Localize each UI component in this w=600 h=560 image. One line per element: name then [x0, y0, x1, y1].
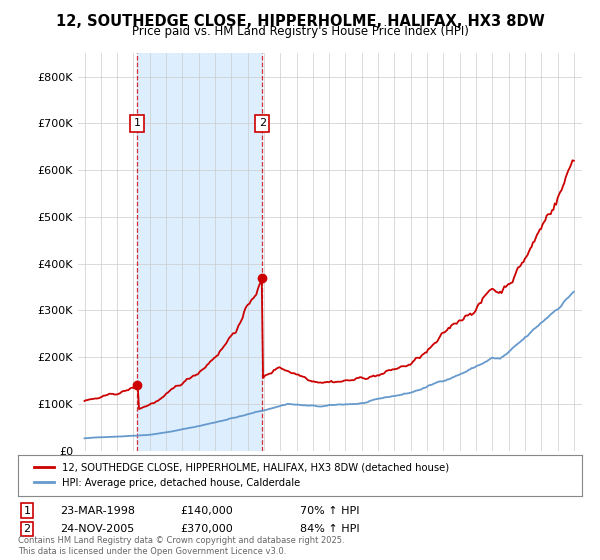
Text: 23-MAR-1998: 23-MAR-1998 [60, 506, 135, 516]
Text: 24-NOV-2005: 24-NOV-2005 [60, 524, 134, 534]
Legend: 12, SOUTHEDGE CLOSE, HIPPERHOLME, HALIFAX, HX3 8DW (detached house), HPI: Averag: 12, SOUTHEDGE CLOSE, HIPPERHOLME, HALIFA… [29, 458, 454, 493]
Text: 84% ↑ HPI: 84% ↑ HPI [300, 524, 359, 534]
Text: 1: 1 [134, 118, 140, 128]
Bar [137, 53, 262, 451]
Text: £370,000: £370,000 [180, 524, 233, 534]
Text: 1: 1 [23, 506, 31, 516]
Text: Contains HM Land Registry data © Crown copyright and database right 2025.
This d: Contains HM Land Registry data © Crown c… [18, 536, 344, 556]
Text: 12, SOUTHEDGE CLOSE, HIPPERHOLME, HALIFAX, HX3 8DW: 12, SOUTHEDGE CLOSE, HIPPERHOLME, HALIFA… [56, 14, 544, 29]
Text: £140,000: £140,000 [180, 506, 233, 516]
Text: Price paid vs. HM Land Registry's House Price Index (HPI): Price paid vs. HM Land Registry's House … [131, 25, 469, 38]
Text: 2: 2 [259, 118, 266, 128]
Text: 70% ↑ HPI: 70% ↑ HPI [300, 506, 359, 516]
Text: 2: 2 [23, 524, 31, 534]
